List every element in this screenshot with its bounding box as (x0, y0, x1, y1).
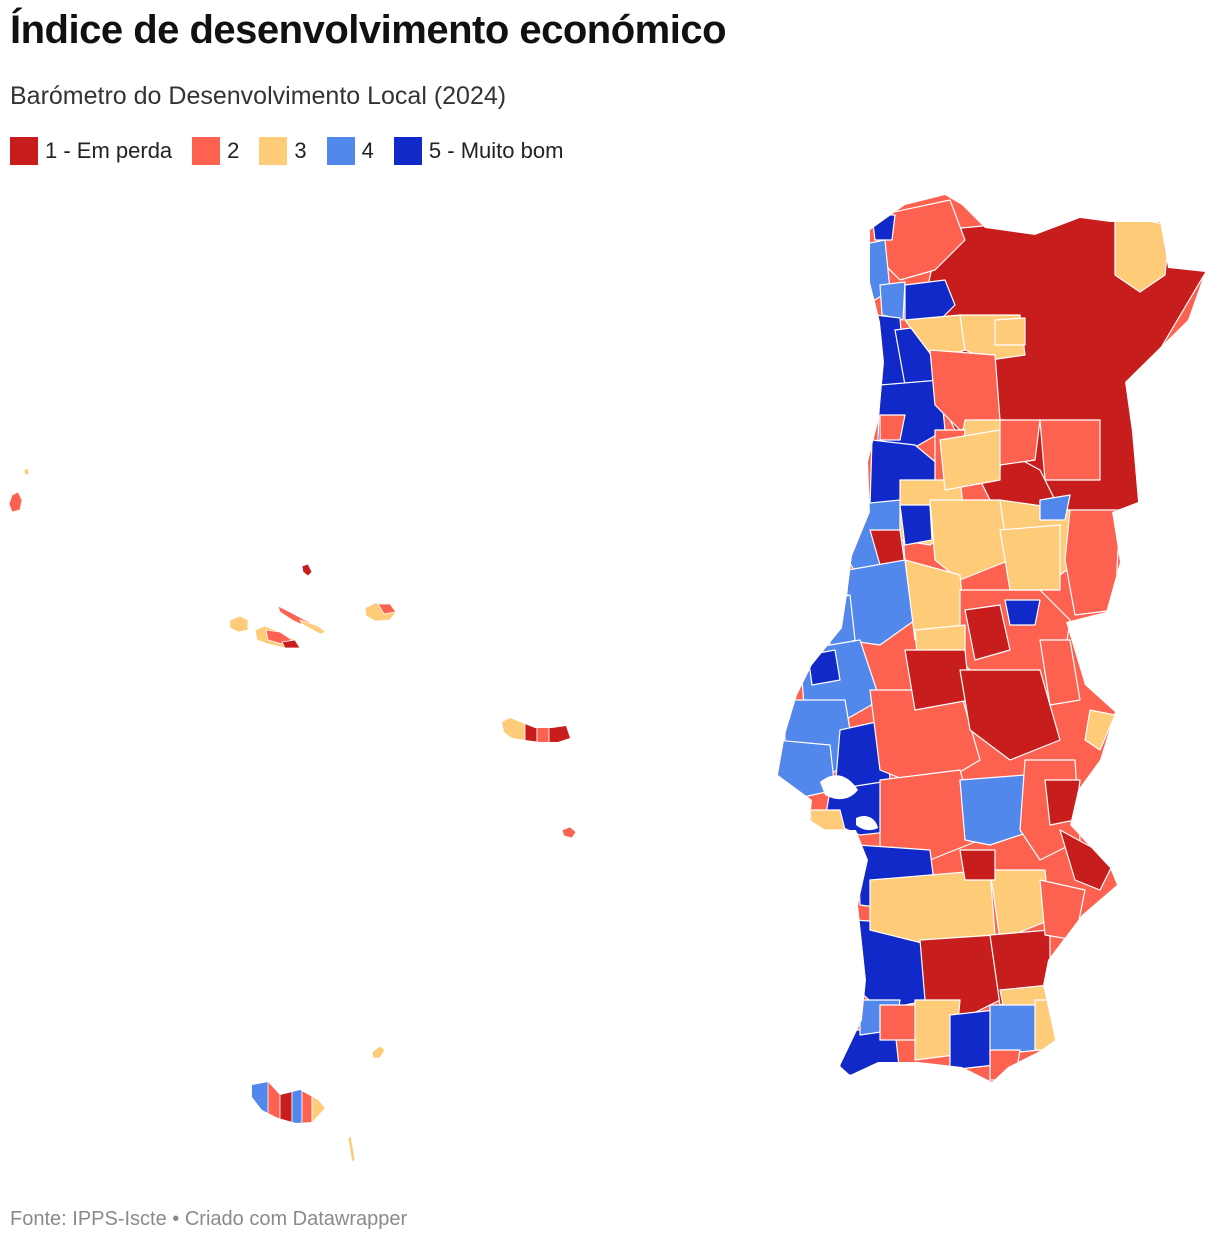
region-coimbra-dark (899, 504, 933, 546)
legend-item-2: 2 (192, 137, 239, 165)
sao-miguel-mid-2 (536, 718, 550, 742)
legend-item-4: 4 (326, 137, 374, 165)
region-douro-light (994, 317, 1026, 346)
region-evora (959, 774, 1036, 846)
region-portalegre-east (1084, 709, 1116, 751)
chart-subtitle: Barómetro do Desenvolvimento Local (2024… (10, 82, 507, 110)
region-alto-alentejo-2 (1039, 639, 1081, 706)
region-setubal-coast (809, 809, 846, 831)
region-algarve-1 (879, 1004, 921, 1041)
region-aveiro-2 (879, 414, 906, 441)
source-footer: Fonte: IPPS-Iscte • Criado com Datawrapp… (10, 1208, 408, 1230)
madeira-east-2 (311, 1082, 325, 1123)
region-alentejo-east (1044, 779, 1081, 826)
legend: 1 - Em perda 2 3 4 5 - Muito bom (10, 137, 583, 165)
region-guarda (999, 524, 1061, 591)
madeira-islands (252, 1045, 386, 1163)
sao-miguel-east (548, 718, 570, 742)
island-terceira-2 (377, 603, 397, 615)
region-algarve-4 (989, 1004, 1041, 1056)
island-sao-miguel (502, 718, 570, 742)
legend-swatch-1 (10, 137, 38, 165)
region-braga (904, 279, 956, 326)
island-santa-maria (561, 826, 577, 839)
island-flores (8, 491, 23, 513)
legend-swatch-3 (259, 137, 288, 165)
legend-item-3: 3 (259, 137, 307, 165)
island-madeira (252, 1082, 325, 1123)
sao-miguel-west (502, 718, 526, 742)
region-algarve-5 (1034, 999, 1059, 1051)
legend-label-5: 5 - Muito bom (428, 138, 564, 163)
region-algarve-6 (989, 1049, 1021, 1081)
region-guarda-east (1064, 509, 1121, 616)
region-alto-alentejo (959, 669, 1061, 761)
region-viseu-2 (999, 419, 1041, 466)
region-lisbon-dark (807, 649, 841, 686)
region-castelo-branco-dark (1004, 599, 1041, 626)
region-center-1 (929, 499, 1011, 581)
madeira-west (252, 1082, 271, 1123)
island-corvo (23, 467, 30, 476)
legend-label-2: 2 (227, 138, 240, 163)
legend-item-1: 1 - Em perda (10, 137, 172, 165)
azores-islands (8, 467, 577, 839)
region-minho-3 (871, 214, 896, 241)
region-viseu (939, 429, 1001, 491)
madeira-east (301, 1082, 313, 1123)
island-faial (229, 615, 249, 633)
legend-label-4: 4 (361, 138, 374, 163)
region-beja-1 (919, 934, 1001, 1021)
sao-miguel-mid (524, 718, 538, 742)
sado-estuary (856, 816, 878, 831)
region-braga-2 (879, 281, 906, 321)
island-graciosa (301, 563, 313, 577)
region-beja-3 (1039, 879, 1086, 941)
region-baixo-alentejo-1 (869, 869, 996, 946)
region-castelo-branco-2 (964, 604, 1011, 661)
island-pico-3 (281, 639, 301, 649)
legend-swatch-5 (393, 137, 422, 165)
madeira-west-2 (267, 1082, 281, 1123)
region-center-3 (1039, 494, 1071, 521)
island-porto-santo (371, 1045, 386, 1059)
legend-label-3: 3 (294, 138, 307, 163)
chart-title: Índice de desenvolvimento económico (10, 8, 727, 52)
mainland-map (778, 195, 1205, 1082)
island-desertas (347, 1135, 356, 1163)
legend-label-1: 1 - Em perda (45, 138, 173, 163)
legend-item-5: 5 - Muito bom (393, 137, 564, 165)
choropleth-map (8, 195, 1205, 1163)
madeira-center-2 (291, 1082, 303, 1123)
region-ribatejo-1 (904, 649, 971, 711)
island-sao-jorge-2 (299, 619, 327, 635)
legend-swatch-2 (192, 137, 221, 165)
region-algarve-3 (949, 1009, 996, 1071)
region-alentejo-central-1 (879, 769, 981, 861)
region-center-north-1 (1039, 419, 1101, 481)
region-baixo-alentejo-3 (959, 849, 996, 881)
tagus-estuary (820, 775, 858, 800)
madeira-center (279, 1082, 293, 1123)
legend-swatch-4 (326, 137, 355, 165)
